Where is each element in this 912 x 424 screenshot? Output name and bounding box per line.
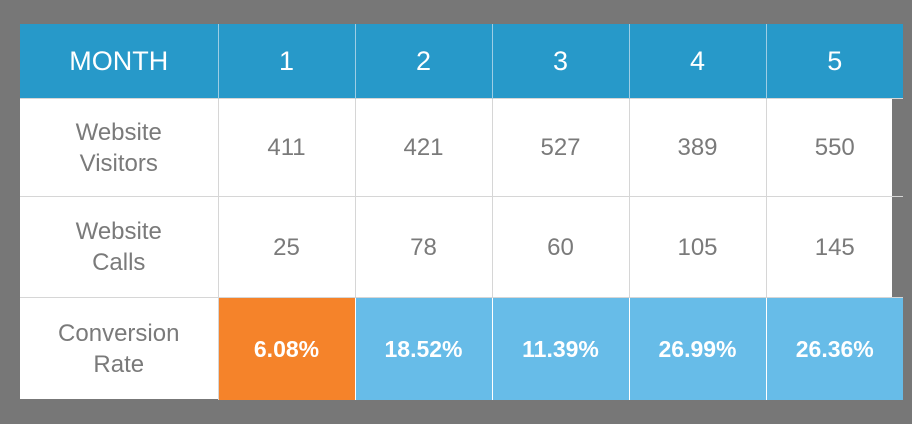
month-header-label: MONTH (20, 24, 219, 99)
calls-month-5: 145 (765, 196, 903, 298)
conversion-rate-month-1: 6.08% (217, 297, 356, 400)
calls-month-4: 105 (628, 196, 767, 298)
month-header-2: 2 (354, 24, 493, 99)
row-label-line: Visitors (79, 149, 158, 177)
conversion-rate-month-2: 18.52% (354, 297, 493, 400)
month-header-4: 4 (628, 24, 767, 99)
visitors-month-4: 389 (628, 98, 767, 197)
metrics-table-container: MONTH 1 2 3 4 5 Website Visitors 411 421… (20, 24, 903, 400)
conversion-rate-month-3: 11.39% (491, 297, 630, 400)
month-header-1: 1 (217, 24, 356, 99)
header-row: MONTH 1 2 3 4 5 (20, 24, 903, 99)
row-label-website-visitors: Website Visitors (20, 98, 219, 197)
visitors-month-5: 550 (765, 98, 903, 197)
conversion-rate-month-5: 26.36% (765, 297, 903, 400)
table-row-website-visitors: Website Visitors 411 421 527 389 550 (20, 98, 903, 197)
visitors-month-1: 411 (217, 98, 356, 197)
calls-month-3: 60 (491, 196, 630, 298)
row-label-website-calls: Website Calls (20, 196, 219, 298)
row-label-line: Website (75, 218, 162, 245)
calls-month-2: 78 (354, 196, 493, 298)
row-label-line: Rate (93, 351, 145, 378)
calls-month-1: 25 (217, 196, 356, 298)
table-row-conversion-rate: Conversion Rate 6.08% 18.52% 11.39% 26.9… (20, 297, 903, 400)
month-header-5: 5 (765, 24, 903, 99)
row-label-line: Calls (92, 249, 146, 276)
row-label-line: Website (75, 118, 162, 146)
row-label-conversion-rate: Conversion Rate (20, 297, 219, 400)
visitors-month-3: 527 (491, 98, 630, 197)
row-label-line: Conversion (58, 320, 180, 347)
visitors-month-2: 421 (354, 98, 493, 197)
conversion-rate-month-4: 26.99% (628, 297, 767, 400)
table-row-website-calls: Website Calls 25 78 60 105 145 (20, 196, 903, 298)
monthly-metrics-table: MONTH 1 2 3 4 5 Website Visitors 411 421… (20, 24, 903, 400)
month-header-3: 3 (491, 24, 630, 99)
